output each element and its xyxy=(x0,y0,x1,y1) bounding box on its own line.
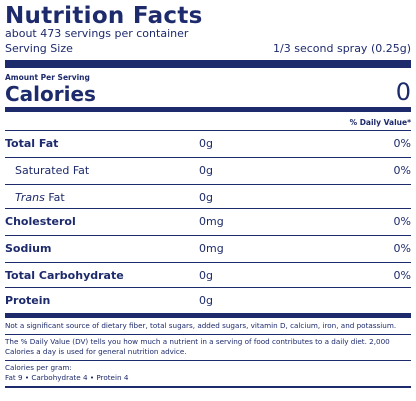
bottom-border xyxy=(5,386,411,388)
nutrient-row-total-carbohydrate: Total Carbohydrate 0g 0% xyxy=(5,263,411,289)
nutrient-amount: 0g xyxy=(199,164,213,177)
row-divider xyxy=(5,130,411,131)
serving-size-label: Serving Size xyxy=(5,42,73,55)
nutrient-row-total-fat: Total Fat 0g 0% xyxy=(5,131,411,157)
nutrient-row-trans-fat: Trans Fat 0g xyxy=(5,185,411,211)
nutrient-dv: 0% xyxy=(393,242,411,255)
nutrient-row-cholesterol: Cholesterol 0mg 0% xyxy=(5,209,411,235)
nutrient-row-saturated-fat: Saturated Fat 0g 0% xyxy=(5,158,411,184)
nutrient-amount: 0g xyxy=(199,191,213,204)
nutrient-name: Total Fat xyxy=(5,137,59,150)
calories-per-gram-values: Fat 9 • Carbohydrate 4 • Protein 4 xyxy=(5,373,129,382)
nutrient-name: Sodium xyxy=(5,242,52,255)
medium-divider xyxy=(5,107,411,112)
nutrient-name: Saturated Fat xyxy=(15,164,90,177)
nutrient-name: Protein xyxy=(5,294,51,307)
row-divider xyxy=(5,184,411,185)
nutrient-amount: 0g xyxy=(199,294,213,307)
serving-size-value: 1/3 second spray (0.25g) xyxy=(273,42,411,55)
nutrient-row-protein: Protein 0g xyxy=(5,288,411,314)
nutrient-dv: 0% xyxy=(393,137,411,150)
nutrient-name: Total Carbohydrate xyxy=(5,269,124,282)
calories-value: 0 xyxy=(395,78,411,106)
calories-label: Calories xyxy=(5,82,96,106)
nutrient-dv: 0% xyxy=(393,164,411,177)
daily-value-header: % Daily Value* xyxy=(349,118,411,127)
row-divider xyxy=(5,262,411,263)
nutrient-amount: 0g xyxy=(199,269,213,282)
nutrient-name-italic: Trans xyxy=(15,191,45,204)
nutrient-name: Trans Fat xyxy=(15,191,65,204)
footnote-divider xyxy=(5,360,411,361)
amount-per-serving-label: Amount Per Serving xyxy=(5,73,90,82)
row-divider xyxy=(5,287,411,288)
nutrient-dv: 0% xyxy=(393,269,411,282)
calories-per-gram-label: Calories per gram: xyxy=(5,363,72,372)
nutrient-amount: 0g xyxy=(199,137,213,150)
nutrient-row-sodium: Sodium 0mg 0% xyxy=(5,236,411,262)
row-divider xyxy=(5,157,411,158)
row-divider xyxy=(5,208,411,209)
not-significant-note: Not a significant source of dietary fibe… xyxy=(5,321,397,330)
nutrient-amount: 0mg xyxy=(199,215,224,228)
servings-per-container: about 473 servings per container xyxy=(5,27,189,40)
panel-title: Nutrition Facts xyxy=(5,3,203,29)
nutrient-name: Cholesterol xyxy=(5,215,76,228)
footnote-divider xyxy=(5,334,411,335)
thick-divider-top xyxy=(5,60,411,68)
row-divider xyxy=(5,235,411,236)
nutrient-dv: 0% xyxy=(393,215,411,228)
nutrient-name-rest: Fat xyxy=(44,191,65,204)
daily-value-note: The % Daily Value (DV) tells you how muc… xyxy=(5,337,390,356)
nutrient-amount: 0mg xyxy=(199,242,224,255)
thick-divider-bottom xyxy=(5,313,411,318)
